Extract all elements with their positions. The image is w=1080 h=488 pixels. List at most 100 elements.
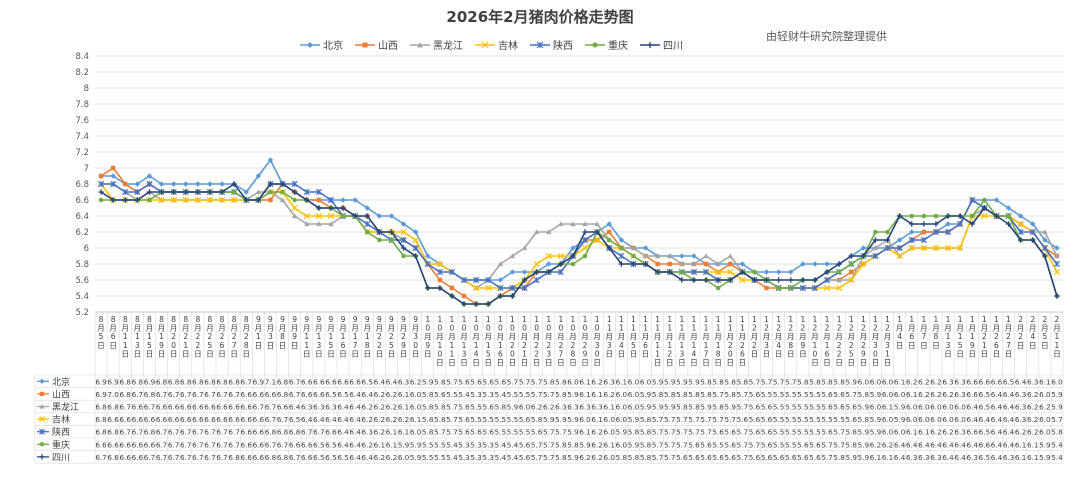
table-cell: 6.6: [241, 440, 253, 449]
table-cell: 6.0: [918, 415, 930, 424]
table-cell: 6.7: [241, 377, 252, 386]
table-cell: 6.7: [301, 428, 312, 437]
table-cell: 6.4: [1003, 403, 1015, 412]
table-cell: 5.6: [749, 390, 761, 399]
table-cell: 6.2: [604, 390, 615, 399]
table-cell: 6.0: [882, 428, 894, 437]
table-cell: 6.6: [168, 415, 180, 424]
table-cell: 5.7: [652, 453, 663, 462]
table-cell: 5.7: [652, 415, 663, 424]
table-cell: 6.7: [289, 453, 300, 462]
data-point: [533, 269, 540, 275]
table-cell: 6.0: [882, 415, 894, 424]
table-cell: 6.7: [228, 428, 239, 437]
legend-item: 北京: [300, 37, 343, 52]
table-series-name: 吉林: [52, 414, 70, 426]
table-cell: 5.8: [422, 415, 434, 424]
data-point: [557, 252, 564, 260]
table-cell: 6.3: [579, 403, 590, 412]
table-cell: 5.9: [567, 428, 579, 437]
data-point: [945, 213, 951, 219]
table-cell: 5.5: [712, 440, 723, 449]
table-cell: 6.2: [374, 415, 385, 424]
legend-item: 四川: [640, 37, 683, 52]
table-cell: 5.7: [1051, 415, 1062, 424]
table-cell: 6.4: [967, 415, 979, 424]
table-cell: 6.1: [906, 390, 917, 399]
data-point: [206, 196, 214, 204]
legend-marker-icon: [640, 41, 660, 48]
data-point: [377, 237, 382, 243]
table-cell: 5.9: [858, 453, 870, 462]
table-cell: 6.7: [156, 390, 167, 399]
table-cell: 6.8: [192, 377, 204, 386]
data-point: [981, 212, 988, 220]
table-cell: 6.1: [579, 390, 590, 399]
table-cell: 5.7: [700, 415, 711, 424]
table-cell: 6.4: [349, 415, 361, 424]
table-cell: 5.5: [797, 415, 808, 424]
data-point: [123, 181, 128, 187]
table-cell: 5.5: [785, 440, 796, 449]
data-point: [328, 205, 334, 211]
data-point: [654, 253, 661, 259]
data-point: [1054, 253, 1060, 259]
table-cell: 6.6: [325, 377, 337, 386]
legend-label: 北京: [323, 41, 343, 52]
data-point: [630, 261, 637, 267]
table-cell: 6.1: [579, 428, 590, 437]
table-cell: 6.6: [107, 415, 119, 424]
data-point: [340, 213, 346, 219]
table-cell: 6.6: [967, 390, 979, 399]
table-cell: 6.0: [1039, 390, 1051, 399]
table-cell: 5.9: [1051, 390, 1063, 399]
data-point: [800, 277, 806, 283]
table-cell: 5.6: [821, 390, 833, 399]
data-point: [932, 244, 940, 252]
data-point: [376, 213, 383, 219]
data-point: [896, 252, 903, 260]
table-cell: 5.9: [507, 403, 519, 412]
table-cell: 6.0: [616, 403, 628, 412]
table-cell: 5.6: [761, 403, 773, 412]
table-cell: 5.6: [797, 453, 809, 462]
data-point: [944, 244, 952, 252]
data-point: [412, 236, 419, 244]
table-cell: 5.8: [676, 390, 688, 399]
table-cell: 6.6: [132, 403, 144, 412]
table-cell: 5.5: [773, 415, 784, 424]
table-cell: 6.0: [882, 377, 894, 386]
data-point: [291, 204, 298, 212]
data-point: [703, 261, 709, 267]
legend-marker-icon: [585, 41, 605, 48]
data-point: [824, 269, 830, 275]
data-point: [848, 253, 854, 259]
table-cell: 6.6: [253, 428, 265, 437]
table-cell: 5.9: [858, 428, 870, 437]
data-point: [570, 221, 576, 227]
table-cell: 5.8: [422, 403, 434, 412]
legend-marker-icon: [530, 41, 550, 48]
table-cell: 6.6: [216, 415, 228, 424]
table-cell: 6.4: [386, 377, 398, 386]
table-cell: 6.6: [253, 440, 265, 449]
data-point: [957, 244, 964, 252]
data-point: [134, 181, 141, 187]
data-point: [461, 301, 467, 307]
table-cell: 6.1: [386, 440, 397, 449]
y-tick-label: 7: [84, 164, 89, 174]
table-cell: 6.2: [591, 377, 602, 386]
table-series-name: 陕西: [52, 426, 70, 438]
table-cell: 5.7: [531, 440, 542, 449]
table-cell: 5.8: [688, 390, 700, 399]
table-cell: 5.9: [628, 415, 640, 424]
data-point: [147, 197, 152, 203]
table-cell: 5.6: [749, 415, 761, 424]
